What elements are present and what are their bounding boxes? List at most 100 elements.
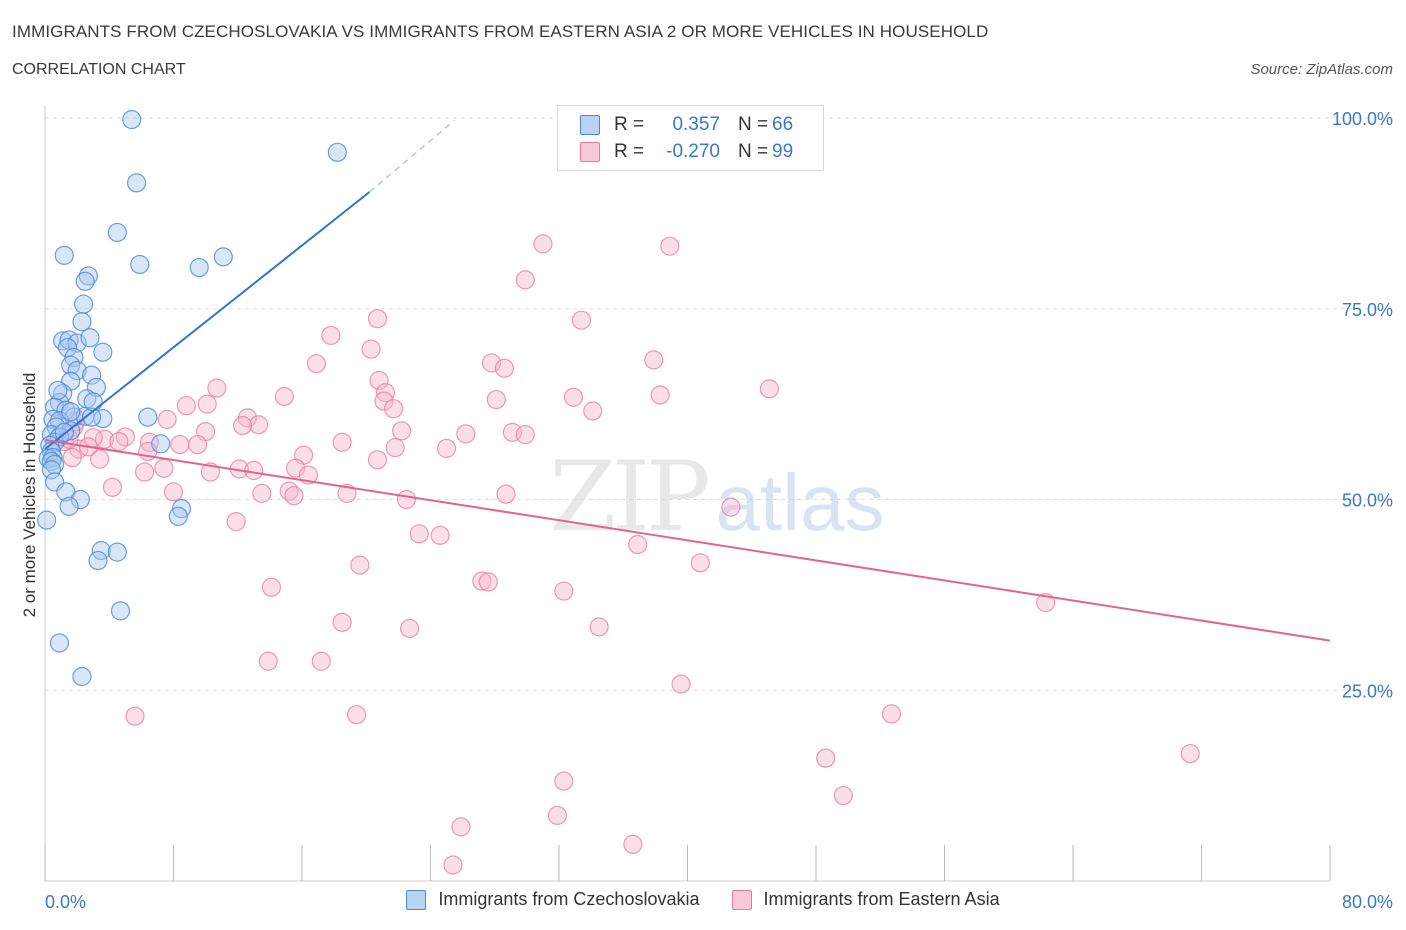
data-point-eastern-asia	[311, 651, 331, 671]
legend-n-value: 66	[772, 114, 794, 135]
data-point-czechoslovakia	[151, 434, 171, 454]
series-legend: Immigrants from Czechoslovakia Immigrant…	[0, 889, 1406, 910]
legend-r-value: -0.270	[666, 141, 720, 162]
data-point-czechoslovakia	[93, 342, 113, 362]
data-point-eastern-asia	[385, 438, 405, 458]
data-point-czechoslovakia	[81, 365, 102, 385]
data-point-eastern-asia	[478, 572, 498, 592]
legend-row-eastern-asia: R = -0.270 N = 99	[580, 140, 793, 164]
data-point-eastern-asia	[374, 391, 394, 411]
data-point-eastern-asia	[332, 432, 352, 452]
data-point-czechoslovakia	[75, 271, 95, 291]
data-point-eastern-asia	[226, 512, 246, 532]
data-point-czechoslovakia	[53, 331, 73, 351]
watermark-zip: ZIP	[549, 441, 708, 553]
legend-r-value: 0.357	[672, 114, 720, 135]
data-point-eastern-asia	[533, 234, 553, 254]
legend-swatch-blue	[580, 115, 600, 135]
data-point-eastern-asia	[515, 425, 535, 445]
data-point-eastern-asia	[369, 370, 389, 391]
legend-r-label: R =	[614, 141, 645, 162]
legend-n-value: 99	[772, 141, 794, 162]
data-point-eastern-asia	[496, 484, 516, 504]
series-legend-item-eastern-asia: Immigrants from Eastern Asia	[731, 889, 1000, 910]
data-point-eastern-asia	[261, 577, 282, 597]
data-point-czechoslovakia	[37, 510, 57, 530]
legend-n-label: N =	[738, 141, 769, 162]
data-point-eastern-asia	[109, 431, 129, 452]
data-point-eastern-asia	[258, 651, 278, 671]
data-point-eastern-asia	[759, 379, 780, 399]
data-point-eastern-asia	[249, 415, 269, 435]
data-point-czechoslovakia	[130, 254, 150, 275]
data-point-eastern-asia	[244, 460, 264, 481]
y-axis-label: 2 or more Vehicles in Household	[20, 372, 39, 618]
data-point-czechoslovakia	[72, 312, 92, 332]
x-tick-label: 80.0%	[1342, 892, 1393, 912]
data-point-czechoslovakia	[41, 460, 62, 480]
data-point-czechoslovakia	[110, 601, 131, 621]
y-tick-label: 25.0%	[1342, 681, 1393, 701]
data-point-czechoslovakia	[122, 109, 142, 130]
data-point-eastern-asia	[90, 449, 110, 469]
data-point-czechoslovakia	[83, 392, 103, 412]
data-point-eastern-asia	[456, 424, 476, 444]
data-point-eastern-asia	[400, 618, 420, 639]
series-legend-item-czechoslovakia: Immigrants from Czechoslovakia	[406, 889, 700, 910]
data-point-eastern-asia	[494, 358, 514, 378]
data-point-czechoslovakia	[81, 407, 102, 427]
data-point-czechoslovakia	[107, 542, 127, 562]
data-point-eastern-asia	[671, 674, 691, 694]
data-point-eastern-asia	[409, 524, 429, 544]
data-point-czechoslovakia	[327, 142, 347, 162]
data-point-eastern-asia	[644, 350, 664, 370]
data-point-eastern-asia	[232, 415, 253, 436]
data-point-czechoslovakia	[41, 451, 62, 471]
data-point-eastern-asia	[451, 817, 471, 837]
data-point-eastern-asia	[154, 458, 174, 478]
series-legend-label: Immigrants from Czechoslovakia	[438, 889, 700, 909]
data-point-eastern-asia	[284, 486, 304, 506]
data-point-eastern-asia	[690, 553, 710, 573]
x-tick-label: 0.0%	[45, 892, 86, 912]
data-point-czechoslovakia	[49, 633, 70, 653]
series-legend-label: Immigrants from Eastern Asia	[763, 889, 1000, 909]
data-point-eastern-asia	[628, 534, 648, 555]
data-point-eastern-asia	[547, 805, 567, 825]
legend-swatch-pink	[580, 142, 600, 162]
data-point-eastern-asia	[554, 581, 574, 601]
data-point-eastern-asia	[589, 617, 609, 637]
data-point-eastern-asia	[207, 378, 227, 398]
data-point-eastern-asia	[62, 447, 82, 468]
data-point-czechoslovakia	[54, 245, 74, 265]
data-point-eastern-asia	[443, 855, 463, 875]
data-point-czechoslovakia	[70, 489, 90, 510]
data-point-czechoslovakia	[213, 247, 233, 267]
data-point-eastern-asia	[337, 483, 357, 503]
legend-r-label: R =	[614, 114, 645, 135]
data-point-eastern-asia	[163, 482, 184, 502]
data-point-eastern-asia	[367, 450, 388, 470]
chart-title: IMMIGRANTS FROM CZECHOSLOVAKIA VS IMMIGR…	[12, 22, 989, 41]
data-point-eastern-asia	[721, 497, 741, 517]
data-point-eastern-asia	[515, 270, 535, 290]
y-tick-label: 50.0%	[1342, 491, 1393, 511]
data-point-czechoslovakia	[88, 550, 108, 571]
data-point-czechoslovakia	[61, 402, 81, 422]
data-point-eastern-asia	[660, 236, 680, 256]
data-point-eastern-asia	[157, 409, 177, 429]
y-tick-label: 75.0%	[1342, 300, 1393, 320]
legend-row-czechoslovakia: R = 0.357 N = 66	[580, 113, 793, 137]
data-point-eastern-asia	[350, 555, 370, 575]
data-point-czechoslovakia	[73, 294, 94, 314]
data-point-czechoslovakia	[67, 360, 87, 381]
legend-n-label: N =	[738, 114, 769, 135]
data-point-czechoslovakia	[48, 380, 68, 400]
data-point-eastern-asia	[252, 483, 272, 503]
data-point-eastern-asia	[187, 434, 208, 455]
data-point-eastern-asia	[321, 325, 341, 346]
series-swatch-blue	[406, 889, 427, 910]
data-point-eastern-asia	[554, 771, 574, 791]
data-point-eastern-asia	[306, 354, 327, 374]
